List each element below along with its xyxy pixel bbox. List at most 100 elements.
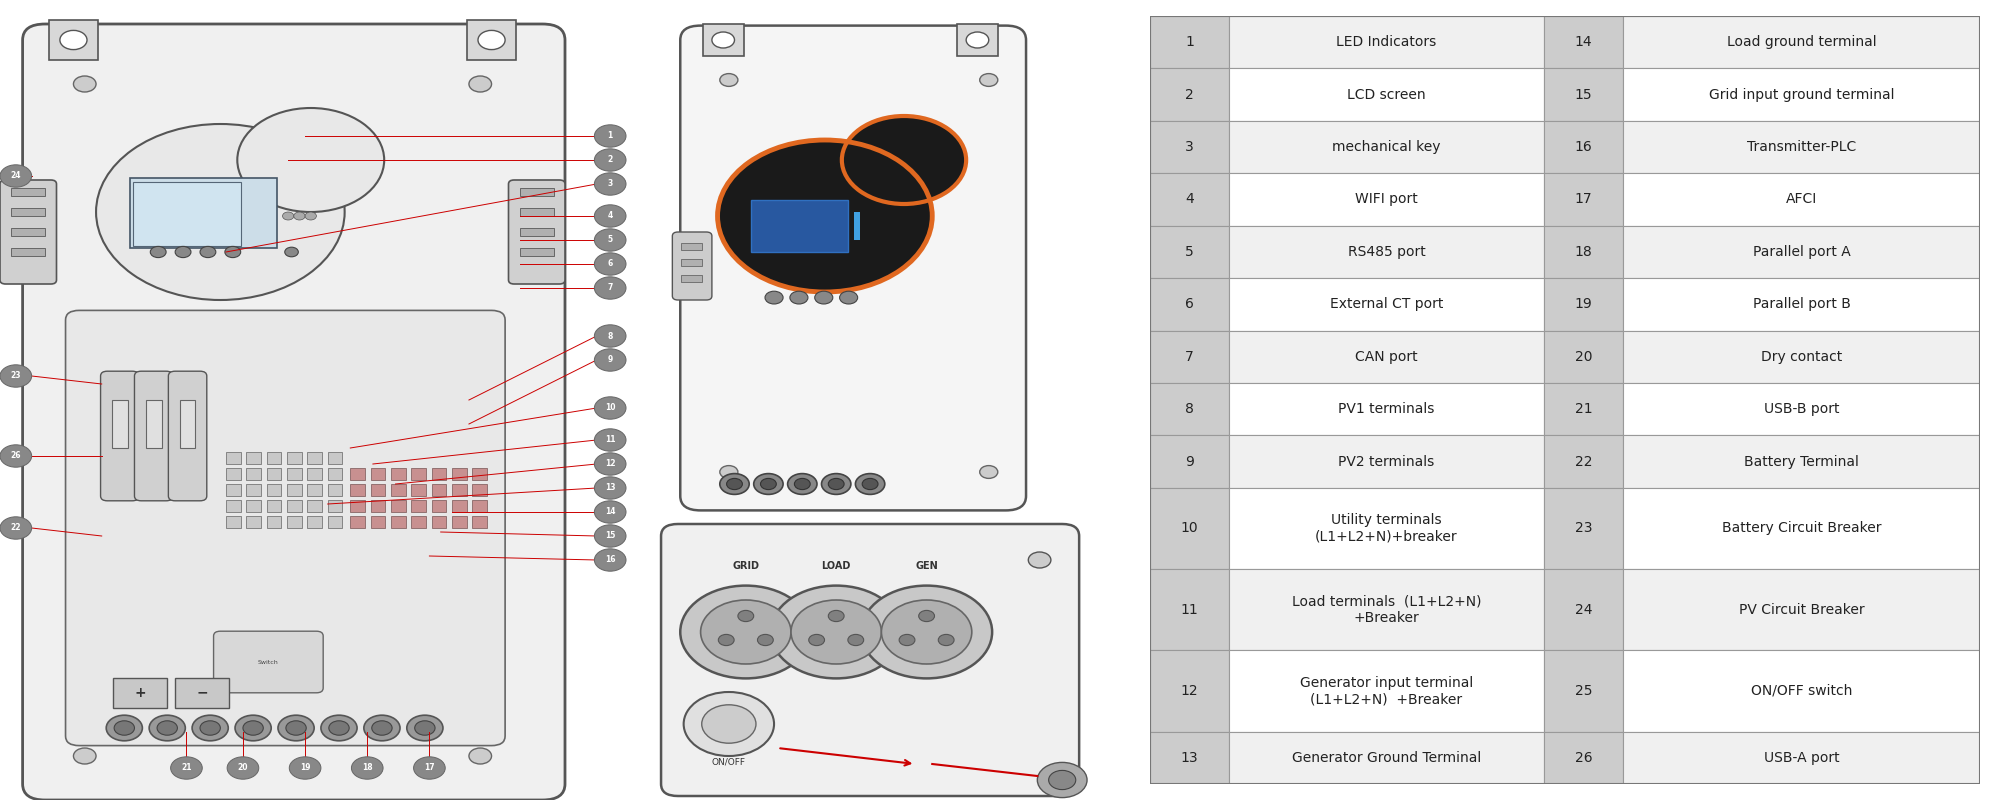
Bar: [412, 516, 426, 528]
Text: 19: 19: [300, 763, 310, 773]
Bar: [288, 500, 302, 512]
Bar: [1150, 16, 1228, 69]
FancyBboxPatch shape: [22, 24, 566, 800]
Text: 8: 8: [1184, 402, 1194, 416]
Text: Battery Terminal: Battery Terminal: [1744, 454, 1858, 469]
Bar: [246, 484, 262, 496]
Circle shape: [278, 715, 314, 741]
Text: PV Circuit Breaker: PV Circuit Breaker: [1738, 602, 1864, 617]
Bar: [328, 484, 342, 496]
Text: 4: 4: [1186, 193, 1194, 206]
Text: 20: 20: [1574, 350, 1592, 364]
Circle shape: [1048, 770, 1076, 790]
Bar: [328, 500, 342, 512]
Circle shape: [290, 757, 320, 779]
Circle shape: [0, 365, 32, 387]
Circle shape: [862, 586, 992, 678]
Text: 22: 22: [10, 523, 22, 533]
Bar: [180, 400, 196, 448]
Bar: [308, 500, 322, 512]
Bar: [520, 248, 554, 256]
Text: 11: 11: [1180, 602, 1198, 617]
Text: −: −: [196, 686, 208, 700]
Text: 10: 10: [1180, 522, 1198, 535]
Bar: [1228, 650, 1544, 731]
Circle shape: [478, 30, 506, 50]
Bar: [1150, 226, 1228, 278]
Text: 5: 5: [608, 235, 612, 245]
Text: LCD screen: LCD screen: [1348, 88, 1426, 102]
Circle shape: [74, 76, 96, 92]
Circle shape: [1028, 552, 1050, 568]
Bar: [308, 452, 322, 464]
FancyBboxPatch shape: [662, 524, 1080, 796]
Circle shape: [594, 453, 626, 475]
Bar: [328, 516, 342, 528]
Bar: [1228, 731, 1544, 784]
Text: 17: 17: [1574, 193, 1592, 206]
Text: 15: 15: [606, 531, 616, 541]
Bar: [854, 212, 860, 240]
Circle shape: [238, 108, 384, 212]
Text: 18: 18: [362, 763, 372, 773]
Bar: [288, 452, 302, 464]
Bar: [1544, 330, 1624, 383]
Bar: [266, 500, 282, 512]
Text: PV1 terminals: PV1 terminals: [1338, 402, 1434, 416]
Text: 6: 6: [608, 259, 612, 269]
Circle shape: [286, 721, 306, 735]
Bar: [752, 200, 848, 252]
Bar: [370, 500, 386, 512]
Bar: [1150, 650, 1228, 731]
Bar: [1624, 731, 1980, 784]
Bar: [412, 484, 426, 496]
Text: PV2 terminals: PV2 terminals: [1338, 454, 1434, 469]
Bar: [370, 516, 386, 528]
Bar: [246, 500, 262, 512]
Circle shape: [828, 610, 844, 622]
FancyBboxPatch shape: [214, 631, 324, 693]
Bar: [432, 516, 446, 528]
Circle shape: [406, 715, 442, 741]
Circle shape: [594, 429, 626, 451]
Bar: [266, 452, 282, 464]
Text: GRID: GRID: [732, 561, 760, 570]
Bar: [308, 468, 322, 480]
Bar: [1150, 174, 1228, 226]
Bar: [350, 468, 364, 480]
Circle shape: [594, 277, 626, 299]
Bar: [1150, 69, 1228, 121]
Circle shape: [594, 525, 626, 547]
Bar: [328, 452, 342, 464]
Bar: [288, 484, 302, 496]
Bar: [266, 468, 282, 480]
Text: 26: 26: [1574, 750, 1592, 765]
Text: Load terminals  (L1+L2+N)
+Breaker: Load terminals (L1+L2+N) +Breaker: [1292, 594, 1482, 625]
Bar: [1624, 569, 1980, 650]
Bar: [1624, 69, 1980, 121]
Bar: [472, 516, 488, 528]
Bar: [1624, 435, 1980, 488]
Text: 3: 3: [1186, 140, 1194, 154]
Bar: [1544, 69, 1624, 121]
Bar: [328, 468, 342, 480]
Text: 24: 24: [1574, 602, 1592, 617]
Text: RS485 port: RS485 port: [1348, 245, 1426, 259]
Text: 1: 1: [1184, 35, 1194, 50]
Bar: [1624, 226, 1980, 278]
Bar: [1624, 488, 1980, 569]
Text: 5: 5: [1186, 245, 1194, 259]
Circle shape: [306, 212, 316, 220]
Text: Battery Circuit Breaker: Battery Circuit Breaker: [1722, 522, 1882, 535]
Text: 14: 14: [604, 507, 616, 517]
Bar: [370, 468, 386, 480]
FancyBboxPatch shape: [66, 310, 506, 746]
Bar: [432, 468, 446, 480]
Circle shape: [828, 478, 844, 490]
Bar: [48, 20, 98, 60]
Bar: [12, 228, 46, 236]
Bar: [1150, 121, 1228, 174]
Text: Parallel port A: Parallel port A: [1752, 245, 1850, 259]
Circle shape: [0, 445, 32, 467]
Text: 11: 11: [604, 435, 616, 445]
